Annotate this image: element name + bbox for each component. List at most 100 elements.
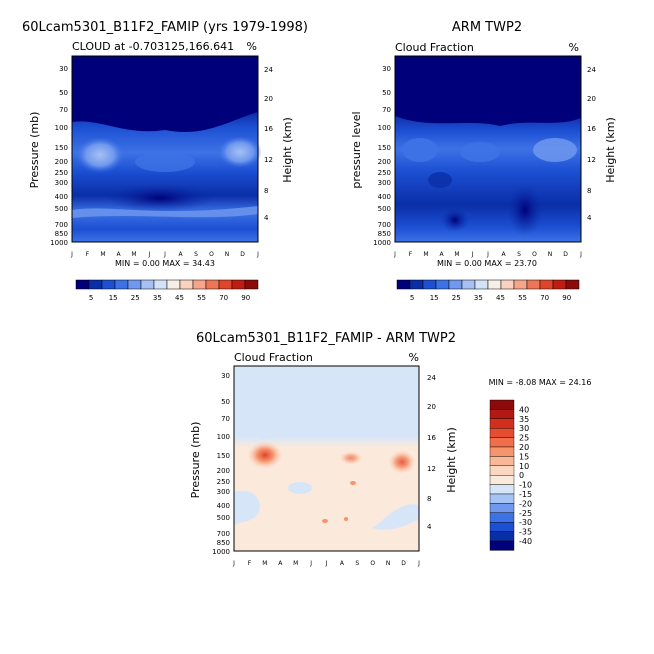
- colorbar-swatch: [422, 279, 437, 290]
- colorbar-swatch: [140, 279, 155, 290]
- colorbar-label: -25: [519, 509, 532, 518]
- colorbar-swatch: [489, 503, 515, 513]
- pressure-tick: 70: [382, 106, 391, 114]
- panel-diff-ylabel: Pressure (mb): [189, 422, 202, 499]
- pressure-tick: 50: [382, 89, 391, 97]
- colorbar-swatch: [474, 279, 489, 290]
- month-tick: A: [439, 251, 444, 258]
- colorbar-swatch: [513, 279, 528, 290]
- month-tick: J: [232, 560, 235, 567]
- month-tick: N: [225, 251, 230, 258]
- month-tick: A: [178, 251, 183, 258]
- height-tick: 24: [264, 66, 273, 74]
- month-tick: M: [454, 251, 459, 258]
- month-tick: A: [278, 560, 283, 567]
- colorbar-swatch: [565, 279, 580, 290]
- height-tick: 20: [427, 403, 436, 411]
- month-tick: F: [248, 560, 252, 567]
- month-tick: N: [386, 560, 391, 567]
- pressure-tick: 200: [55, 158, 68, 166]
- panel-diff-field: [234, 366, 419, 551]
- pressure-tick: 30: [59, 65, 68, 73]
- panel-diff-units: %: [409, 351, 419, 364]
- month-tick: S: [517, 251, 521, 258]
- colorbar-swatch: [489, 456, 515, 466]
- panel-model-title: 60Lcam5301_B11F2_FAMIP (yrs 1979-1998): [22, 20, 308, 35]
- month-tick: J: [486, 251, 489, 258]
- colorbar-swatch: [435, 279, 450, 290]
- colorbar-swatch: [75, 279, 90, 290]
- panel-model: 60Lcam5301_B11F2_FAMIP (yrs 1979-1998) C…: [22, 20, 308, 302]
- colorbar-label: -10: [519, 481, 532, 490]
- height-tick: 12: [587, 156, 596, 164]
- pressure-tick: 700: [55, 221, 68, 229]
- colorbar-label: 45: [175, 294, 184, 302]
- pressure-tick: 250: [55, 169, 68, 177]
- pressure-tick: 50: [59, 89, 68, 97]
- height-tick: 4: [587, 214, 592, 222]
- colorbar-swatch: [539, 279, 554, 290]
- month-tick: O: [532, 251, 537, 258]
- panel-arm-title: ARM TWP2: [452, 20, 522, 35]
- panel-arm: ARM TWP2 Cloud Fraction % 30 50 70 100 1…: [350, 20, 617, 302]
- month-tick: D: [240, 251, 245, 258]
- pressure-tick: 70: [221, 415, 230, 423]
- colorbar-swatch: [526, 279, 541, 290]
- month-tick: J: [471, 251, 474, 258]
- month-tick: F: [409, 251, 413, 258]
- panel-model-pressure-ticks: 30 50 70 100 150 200 250 300 400 500 700…: [50, 65, 68, 247]
- month-tick: J: [579, 251, 582, 258]
- pressure-tick: 400: [217, 502, 230, 510]
- colorbar-swatch: [489, 484, 515, 495]
- pressure-tick: 30: [382, 65, 391, 73]
- height-tick: 8: [587, 187, 591, 195]
- colorbar-swatch: [205, 279, 220, 290]
- panel-model-colorbar: 5 15 25 35 45 55 70 90: [75, 279, 259, 302]
- month-tick: M: [100, 251, 105, 258]
- month-tick: A: [116, 251, 121, 258]
- pressure-tick: 500: [217, 514, 230, 522]
- colorbar-swatch: [489, 409, 515, 419]
- height-tick: 16: [264, 125, 273, 133]
- month-tick: J: [163, 251, 166, 258]
- colorbar-label: 15: [430, 294, 439, 302]
- pressure-tick: 100: [378, 124, 391, 132]
- colorbar-swatch: [489, 512, 515, 523]
- pressure-tick: 400: [55, 193, 68, 201]
- colorbar-swatch: [88, 279, 103, 290]
- colorbar-swatch: [489, 493, 515, 504]
- panel-model-field: [72, 56, 262, 242]
- colorbar-label: -30: [519, 518, 532, 527]
- colorbar-swatch: [489, 399, 515, 410]
- panel-arm-ylabel-right: Height (km): [604, 117, 617, 183]
- pressure-tick: 1000: [212, 548, 230, 556]
- month-tick: S: [194, 251, 198, 258]
- month-tick: S: [355, 560, 359, 567]
- panel-model-ylabel: Pressure (mb): [28, 112, 41, 189]
- panel-arm-colorbar: 5 15 25 35 45 55 70 90: [396, 279, 580, 302]
- colorbar-swatch: [179, 279, 194, 290]
- colorbar-swatch: [461, 279, 476, 290]
- pressure-tick: 1000: [50, 239, 68, 247]
- panel-model-units: %: [247, 40, 257, 53]
- colorbar-swatch: [244, 279, 259, 290]
- month-tick: O: [370, 560, 375, 567]
- pressure-tick: 500: [378, 205, 391, 213]
- panel-arm-height-ticks: 24 20 16 12 8 4: [587, 66, 596, 222]
- height-tick: 12: [427, 465, 436, 473]
- colorbar-swatch: [114, 279, 129, 290]
- panel-model-subtitle: CLOUD at -0.703125,166.641: [72, 40, 234, 53]
- height-tick: 16: [427, 434, 436, 442]
- colorbar-swatch: [489, 465, 515, 476]
- month-tick: O: [209, 251, 214, 258]
- colorbar-label: 30: [519, 424, 529, 433]
- pressure-tick: 200: [378, 158, 391, 166]
- pressure-tick: 300: [378, 179, 391, 187]
- pressure-tick: 50: [221, 398, 230, 406]
- colorbar-swatch: [101, 279, 116, 290]
- colorbar-swatch: [489, 437, 515, 448]
- pressure-tick: 850: [378, 230, 391, 238]
- month-tick: J: [256, 251, 259, 258]
- pressure-tick: 700: [217, 530, 230, 538]
